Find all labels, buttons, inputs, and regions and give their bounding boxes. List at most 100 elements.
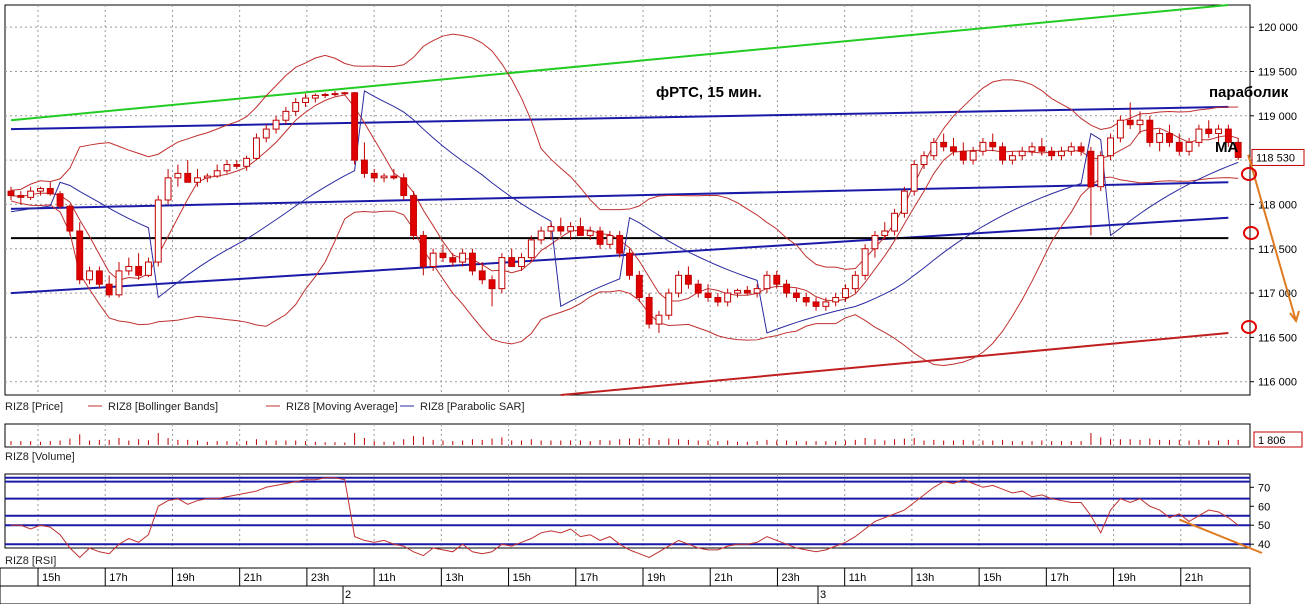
time-tick-label: 23h bbox=[781, 572, 799, 584]
candle-body bbox=[1067, 146, 1075, 152]
candle-body bbox=[370, 172, 378, 179]
candle bbox=[694, 279, 702, 298]
candle-body bbox=[95, 270, 103, 285]
candle-body bbox=[842, 288, 849, 298]
candle-body bbox=[1224, 128, 1232, 143]
candle bbox=[302, 93, 309, 107]
volume-panel-frame bbox=[4, 423, 1251, 448]
time-tick-label: 15h bbox=[42, 572, 60, 584]
candle-body bbox=[635, 274, 643, 299]
red-lower-trend-line bbox=[560, 331, 1229, 396]
candle-body bbox=[459, 252, 467, 263]
candle-body bbox=[390, 175, 398, 179]
candle bbox=[891, 208, 899, 236]
candle bbox=[773, 270, 781, 289]
candle-body bbox=[468, 252, 476, 272]
volume-label: RIZ8 [Volume] bbox=[5, 451, 75, 463]
candle bbox=[1136, 111, 1144, 134]
candle bbox=[616, 231, 624, 258]
candle-body bbox=[46, 187, 54, 195]
candle bbox=[1215, 124, 1222, 143]
candle bbox=[125, 257, 133, 276]
candle-body bbox=[1146, 119, 1154, 143]
candle-body bbox=[498, 257, 506, 290]
candle-body bbox=[1097, 155, 1105, 188]
candle-body bbox=[743, 289, 751, 294]
candle bbox=[851, 270, 859, 294]
candle-body bbox=[203, 175, 211, 179]
candle bbox=[1058, 146, 1065, 161]
candle bbox=[881, 222, 889, 240]
candle-body bbox=[1205, 128, 1213, 135]
candle bbox=[105, 275, 113, 298]
candle-body bbox=[341, 92, 349, 95]
candle bbox=[753, 284, 761, 298]
candle bbox=[930, 137, 938, 161]
candle-body bbox=[1175, 141, 1183, 152]
candle-body bbox=[979, 141, 987, 152]
candle-body bbox=[302, 97, 309, 104]
time-tick-label: 17h bbox=[580, 572, 598, 584]
candle bbox=[233, 160, 241, 169]
candle bbox=[842, 284, 849, 302]
time-tick-label: 11h bbox=[378, 572, 396, 584]
candle bbox=[684, 266, 692, 289]
candle bbox=[468, 248, 476, 276]
candle bbox=[900, 186, 908, 218]
candle bbox=[802, 293, 810, 307]
candle-body bbox=[419, 234, 427, 267]
candle bbox=[1048, 146, 1056, 161]
candle bbox=[783, 279, 791, 298]
candle-body bbox=[518, 257, 525, 267]
candle bbox=[321, 92, 329, 99]
last-price-label: 118 530 bbox=[1256, 152, 1295, 164]
candle-body bbox=[1077, 146, 1085, 152]
candle bbox=[822, 297, 830, 311]
candle-body bbox=[37, 187, 44, 192]
candle bbox=[1018, 146, 1026, 161]
price-panel-frame bbox=[4, 4, 1251, 396]
blue-middle-trend-line bbox=[10, 181, 1229, 210]
last-price-box bbox=[1251, 148, 1305, 166]
candle bbox=[478, 262, 486, 285]
time-tick-label: 19h bbox=[176, 572, 194, 584]
candle bbox=[969, 146, 977, 165]
candle-body bbox=[665, 292, 673, 316]
volume-value-box bbox=[1253, 431, 1303, 448]
candle bbox=[812, 297, 820, 311]
candle bbox=[27, 186, 35, 200]
candle bbox=[164, 168, 172, 205]
candle-body bbox=[950, 146, 957, 152]
candle-body bbox=[704, 292, 712, 298]
candle bbox=[999, 142, 1007, 165]
candle bbox=[527, 235, 535, 263]
candle bbox=[203, 173, 211, 183]
candle-body bbox=[449, 257, 457, 263]
candle bbox=[989, 133, 997, 152]
rsi-y-tick-label: 40 bbox=[1258, 539, 1270, 551]
candle-body bbox=[675, 274, 683, 294]
candle-body bbox=[488, 279, 496, 290]
date-label: 3 bbox=[820, 589, 826, 601]
candle bbox=[1146, 115, 1154, 147]
candle bbox=[66, 204, 74, 236]
bollinger-lower bbox=[10, 176, 1239, 366]
candle bbox=[675, 270, 683, 298]
candle-body bbox=[76, 230, 84, 281]
candle-body bbox=[527, 239, 535, 259]
candle bbox=[95, 266, 103, 289]
bollinger-upper bbox=[10, 33, 1239, 270]
candle-body bbox=[164, 177, 172, 201]
candle bbox=[76, 222, 84, 285]
candle-body bbox=[86, 270, 93, 281]
candle-body bbox=[1234, 141, 1242, 158]
candle bbox=[390, 168, 398, 180]
candle-body bbox=[154, 199, 162, 263]
candle-body bbox=[753, 288, 761, 294]
candle bbox=[586, 226, 594, 240]
time-tick-label: 15h bbox=[513, 572, 531, 584]
candle bbox=[861, 244, 869, 280]
parabolic-sar-line bbox=[10, 90, 1239, 334]
legend-entry: RIZ8 [Parabolic SAR] bbox=[420, 401, 525, 413]
candle-body bbox=[940, 141, 948, 148]
